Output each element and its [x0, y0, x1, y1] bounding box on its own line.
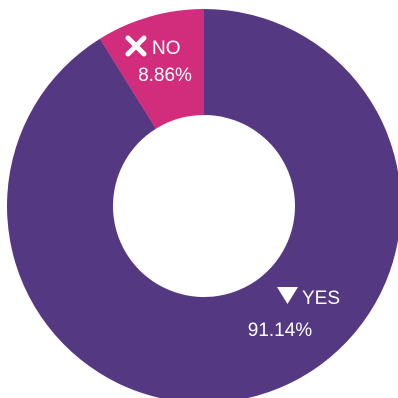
slice-yes-label-group: YES 91.14%: [248, 287, 340, 341]
slice-yes-name: YES: [302, 288, 340, 309]
down-triangle-icon: [277, 287, 298, 304]
slice-no-name: NO: [152, 38, 181, 59]
slice-no-label-group: NO 8.86%: [125, 35, 192, 86]
slice-no-value: 8.86%: [138, 65, 192, 86]
slice-yes-value: 91.14%: [248, 320, 313, 341]
slice-yes[interactable]: [7, 9, 398, 398]
x-mark-icon: [125, 35, 147, 57]
